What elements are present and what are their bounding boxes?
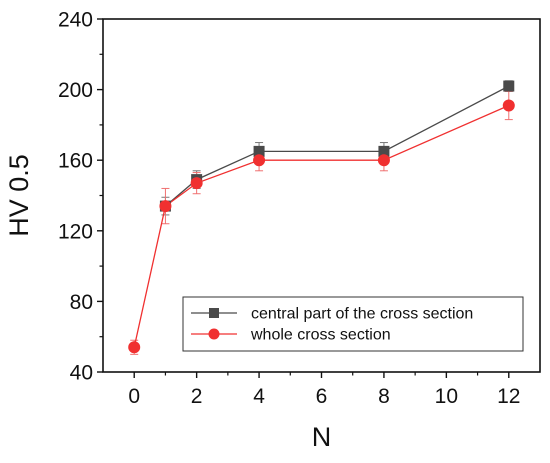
x-tick-label: 12	[497, 385, 520, 408]
y-tick-label: 240	[58, 9, 93, 32]
x-tick-label: 8	[378, 385, 390, 408]
x-tick-label: 2	[191, 385, 203, 408]
y-tick-label: 40	[70, 362, 93, 385]
data-point-circle	[502, 99, 515, 112]
legend: central part of the cross section whole c…	[182, 296, 524, 352]
y-tick-label: 120	[58, 220, 93, 243]
legend-entries: central part of the cross section whole c…	[191, 306, 473, 344]
data-point-square	[253, 145, 265, 157]
series-line	[133, 104, 510, 348]
series-line	[165, 85, 510, 207]
data-point-circle	[377, 154, 390, 167]
x-tick-label: 10	[435, 385, 458, 408]
x-axis-ticks: 0 2 4 6 8 10 12	[128, 372, 520, 408]
x-tick-label: 6	[316, 385, 328, 408]
y-tick-label: 80	[70, 291, 93, 314]
legend-label: central part of the cross section	[251, 306, 473, 323]
y-axis-ticks: 40 80 120 160 200 240	[58, 9, 103, 385]
data-point-circle	[190, 177, 203, 190]
legend-label: whole cross section	[250, 327, 391, 344]
y-axis-title: HV 0.5	[4, 154, 34, 237]
legend-marker-square	[209, 308, 219, 318]
x-tick-label: 0	[128, 385, 140, 408]
data-point-circle	[253, 154, 266, 167]
y-tick-label: 160	[58, 150, 93, 173]
markers-layer	[128, 80, 515, 354]
data-point-square	[503, 80, 515, 92]
x-tick-label: 4	[253, 385, 265, 408]
data-point-circle	[159, 200, 172, 213]
data-point-circle	[128, 341, 141, 354]
legend-box	[182, 296, 524, 352]
x-axis-title: N	[312, 422, 332, 452]
legend-marker-circle	[208, 328, 220, 340]
y-tick-label: 200	[58, 79, 93, 102]
data-point-square	[378, 145, 390, 157]
